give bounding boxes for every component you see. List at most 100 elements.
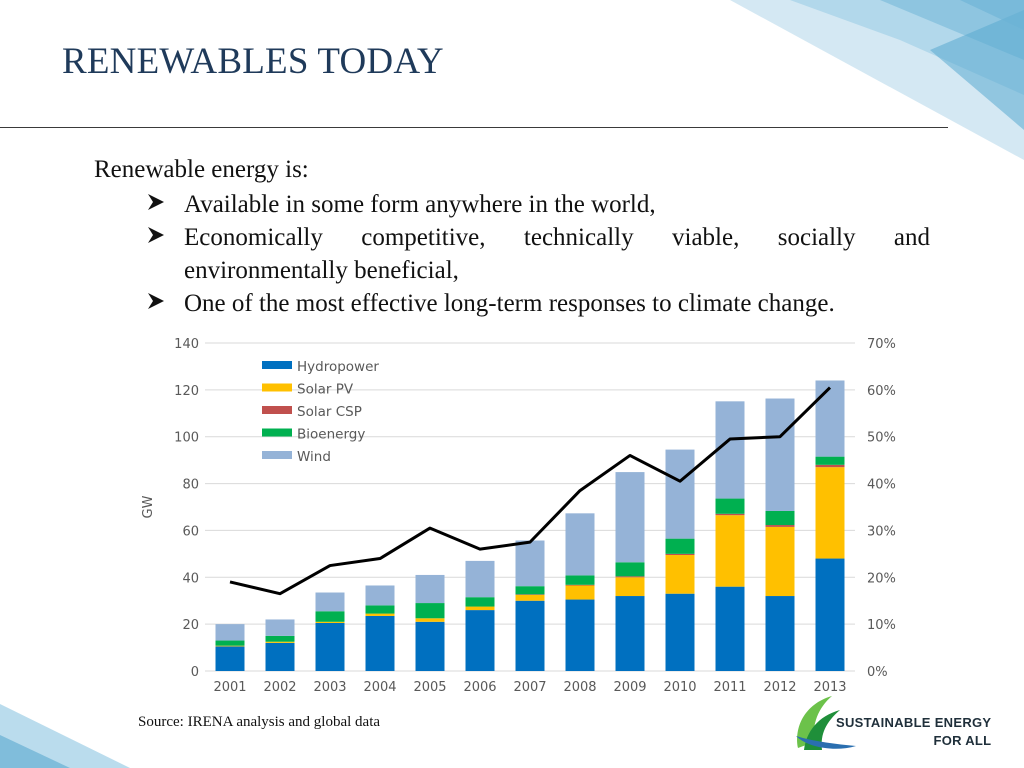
bar-segment-hydropower [215,646,245,671]
y-axis-label: GW [141,495,156,518]
bar-segment-hydropower [365,615,395,671]
bar-segment-bioenergy [315,611,345,622]
legend-swatch [262,451,292,459]
x-tick-label: 2004 [363,680,396,695]
bar-segment-hydropower [315,622,345,671]
bar-segment-wind [665,449,695,539]
bar-segment-solar-pv [815,467,845,559]
y2-tick-label: 0% [867,665,888,680]
legend-label: Solar CSP [297,404,362,420]
bar-segment-solar-pv [265,641,295,643]
arrow-bullet-icon [148,293,164,309]
bar-segment-wind [365,585,395,606]
bar-segment-bioenergy [515,586,545,595]
legend-label: Solar PV [297,382,354,398]
intro-text: Renewable energy is: [94,156,309,183]
bar-segment-wind [765,398,795,511]
bar-segment-wind [815,380,845,457]
bar-segment-hydropower [415,621,445,671]
bar-segment-solar-csp [815,464,845,468]
y-tick-label: 0 [191,665,199,680]
bar-segment-bioenergy [665,538,695,554]
legend-swatch [262,361,292,369]
bar-segment-wind [715,401,745,499]
legend-label: Bioenergy [297,427,365,443]
legend-swatch [262,383,292,392]
y2-tick-label: 20% [867,571,896,586]
y-tick-label: 100 [174,431,199,446]
x-tick-label: 2008 [563,680,596,695]
bar-segment-solar-csp [665,553,695,556]
bar-segment-wind [415,574,445,604]
bar-segment-solar-csp [715,513,745,516]
x-tick-label: 2005 [413,680,446,695]
y2-tick-label: 60% [867,384,896,399]
share-line [229,386,832,596]
bar-segment-bioenergy [765,510,795,526]
page-title: RENEWABLES TODAY [62,41,444,82]
y2-tick-label: 30% [867,524,896,539]
bar-segment-bioenergy [815,456,845,465]
bar-segment-wind [215,624,245,641]
x-tick-label: 2011 [713,680,746,695]
x-tick-label: 2012 [763,680,796,695]
bar-segment-hydropower [715,586,745,671]
bar-segment-bioenergy [565,575,595,585]
arrow-bullet-icon [148,227,164,243]
bar-segment-solar-csp [615,576,645,578]
logo-text: SUSTAINABLE ENERGY FOR ALL [836,714,991,750]
bullet-item: One of the most effective long-term resp… [146,287,930,320]
bar-segment-solar-csp [765,525,795,527]
bar-segment-hydropower [265,642,295,671]
x-tick-label: 2010 [663,680,696,695]
x-tick-label: 2007 [513,680,546,695]
bar-segment-wind [465,560,495,598]
y-tick-label: 80 [182,478,199,493]
x-tick-label: 2003 [313,680,346,695]
bar-segment-wind [615,472,645,563]
bullet-text: One of the most effective long-term resp… [184,290,835,317]
bar-segment-wind [315,592,345,612]
bar-segment-solar-pv [465,606,495,611]
bar-segment-solar-pv [665,555,695,594]
bullet-list: Available in some form anywhere in the w… [146,188,930,320]
bar-segment-hydropower [515,600,545,671]
bar-segment-solar-pv [515,594,545,601]
bar-segment-solar-pv [565,585,595,600]
bar-segment-hydropower [665,593,695,671]
legend-label: Hydropower [297,359,379,375]
logo-line-2: FOR ALL [933,733,992,748]
bar-segment-hydropower [465,610,495,671]
bar-segment-hydropower [565,599,595,671]
bar-segment-solar-pv [415,618,445,622]
x-tick-label: 2013 [813,680,846,695]
bar-segment-bioenergy [215,640,245,646]
arrow-bullet-icon [148,194,164,210]
bar-segment-bioenergy [415,603,445,619]
bar-segment-bioenergy [465,597,495,607]
bullet-text: Economically competitive, technically vi… [184,224,930,284]
legend-swatch [262,428,292,437]
bullet-text: Available in some form anywhere in the w… [184,191,656,218]
x-tick-label: 2009 [613,680,646,695]
bar-segment-hydropower [815,558,845,671]
bar-segment-bioenergy [265,635,295,642]
y-tick-label: 20 [182,618,199,633]
bar-segment-solar-csp [515,594,545,595]
bullet-item: Available in some form anywhere in the w… [146,188,930,221]
bar-segment-wind [265,619,295,636]
bar-segment-solar-pv [715,515,745,587]
y-tick-label: 40 [182,571,199,586]
source-note: Source: IRENA analysis and global data [138,714,381,730]
bar-segment-solar-pv [365,613,395,616]
bar-segment-solar-pv [765,526,795,597]
bar-segment-bioenergy [365,605,395,614]
x-tick-label: 2001 [213,680,246,695]
bar-segment-wind [515,540,545,587]
x-tick-label: 2002 [263,680,296,695]
legend-swatch [262,406,292,414]
bullet-item: Economically competitive, technically vi… [146,221,930,287]
bar-segment-hydropower [615,596,645,671]
